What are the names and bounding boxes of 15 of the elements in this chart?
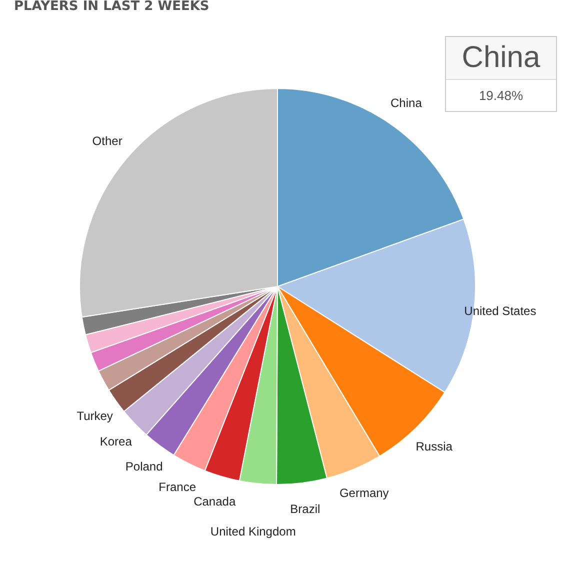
slice-label: United States: [464, 304, 536, 318]
chart-title: PLAYERS IN LAST 2 WEEKS: [14, 0, 210, 14]
slice-label: Germany: [339, 486, 389, 500]
slice-label: China: [390, 96, 422, 110]
slice-label: Poland: [125, 459, 163, 474]
slice-label: Turkey: [76, 409, 113, 424]
slice-label: China: [446, 37, 556, 80]
slice-label: Brazil: [290, 502, 320, 516]
slice-label: France: [158, 480, 196, 494]
slice-label: Russia: [416, 440, 453, 454]
slice-label: Canada: [194, 494, 236, 508]
slice-label: Korea: [100, 434, 132, 449]
tooltip-box: China 19.48%: [445, 36, 557, 112]
slice-label: United Kingdom: [210, 524, 296, 538]
slice-label: Other: [92, 134, 122, 148]
